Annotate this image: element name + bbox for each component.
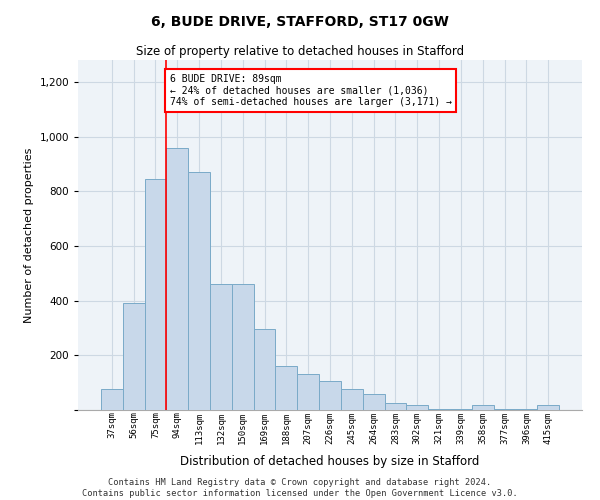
Bar	[254, 330, 275, 410]
Text: Contains HM Land Registry data © Crown copyright and database right 2024.
Contai: Contains HM Land Registry data © Crown c…	[82, 478, 518, 498]
Bar	[341, 390, 363, 410]
Bar	[297, 374, 319, 410]
Bar	[472, 404, 494, 410]
Bar	[275, 366, 297, 410]
Bar	[101, 390, 123, 410]
Bar	[450, 408, 472, 410]
Bar	[363, 394, 385, 410]
Bar	[166, 148, 188, 410]
Text: 6, BUDE DRIVE, STAFFORD, ST17 0GW: 6, BUDE DRIVE, STAFFORD, ST17 0GW	[151, 15, 449, 29]
Bar	[319, 382, 341, 410]
Bar	[210, 284, 232, 410]
Text: Size of property relative to detached houses in Stafford: Size of property relative to detached ho…	[136, 45, 464, 58]
Bar	[537, 404, 559, 410]
Bar	[494, 408, 515, 410]
X-axis label: Distribution of detached houses by size in Stafford: Distribution of detached houses by size …	[181, 455, 479, 468]
Bar	[515, 408, 537, 410]
Bar	[406, 404, 428, 410]
Bar	[188, 172, 210, 410]
Text: 6 BUDE DRIVE: 89sqm
← 24% of detached houses are smaller (1,036)
74% of semi-det: 6 BUDE DRIVE: 89sqm ← 24% of detached ho…	[170, 74, 452, 107]
Bar	[232, 284, 254, 410]
Bar	[428, 408, 450, 410]
Y-axis label: Number of detached properties: Number of detached properties	[24, 148, 34, 322]
Bar	[385, 403, 406, 410]
Bar	[123, 304, 145, 410]
Bar	[145, 179, 166, 410]
